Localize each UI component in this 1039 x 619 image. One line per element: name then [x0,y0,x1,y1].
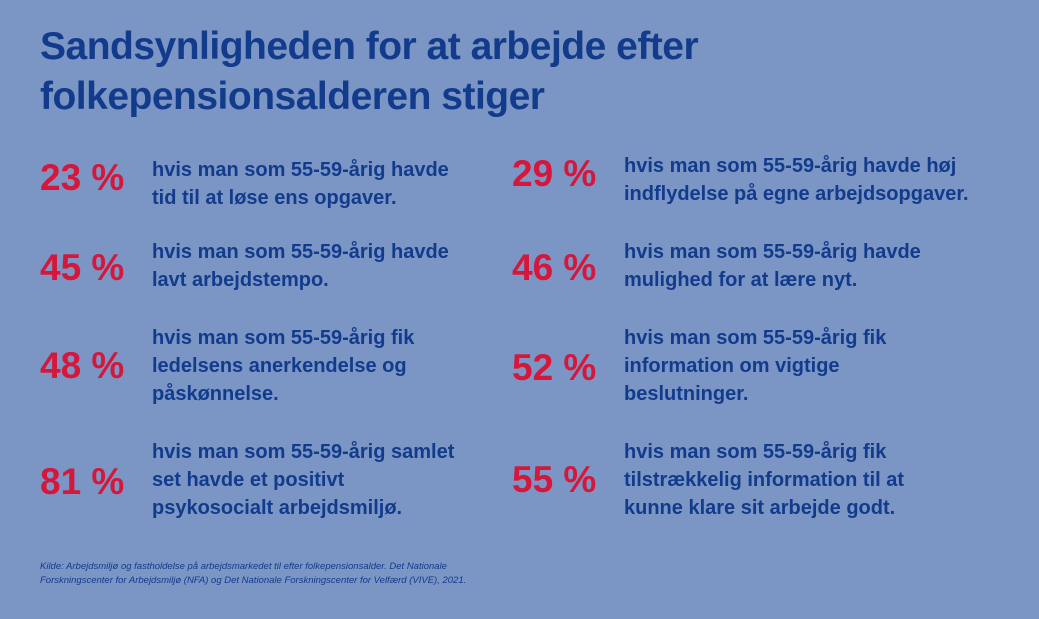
stat-description: hvis man som 55-59-årig fik information … [624,327,887,405]
stat-description: hvis man som 55-59-årig havde lavt arbej… [152,241,449,291]
stat-percentage: 55 % [512,459,597,500]
stat-percentage: 81 % [40,461,125,502]
title-line-2: folkepensionsalderen stiger [40,75,545,118]
stat-percentage: 23 % [40,157,125,198]
stat-description: hvis man som 55-59-årig fik ledelsens an… [152,327,415,405]
stat-description: hvis man som 55-59-årig havde mulighed f… [624,241,921,291]
stat-percentage: 29 % [512,153,597,194]
stat-percentage: 52 % [512,347,597,388]
source-citation: Kilde: Arbejdsmiljø og fastholdelse på a… [40,561,467,586]
title-line-1: Sandsynligheden for at arbejde efter [40,25,699,68]
stat-percentage: 48 % [40,345,125,386]
stat-percentage: 46 % [512,247,597,288]
stat-description: hvis man som 55-59-årig samlet set havde… [152,441,455,519]
page-title: Sandsynligheden for at arbejde efter fol… [40,22,1000,122]
stat-description: hvis man som 55-59-årig havde tid til at… [152,159,449,209]
stat-description: hvis man som 55-59-årig havde høj indfly… [624,155,969,205]
stat-percentage: 45 % [40,247,125,288]
stat-description: hvis man som 55-59-årig fik tilstrækkeli… [624,441,905,519]
